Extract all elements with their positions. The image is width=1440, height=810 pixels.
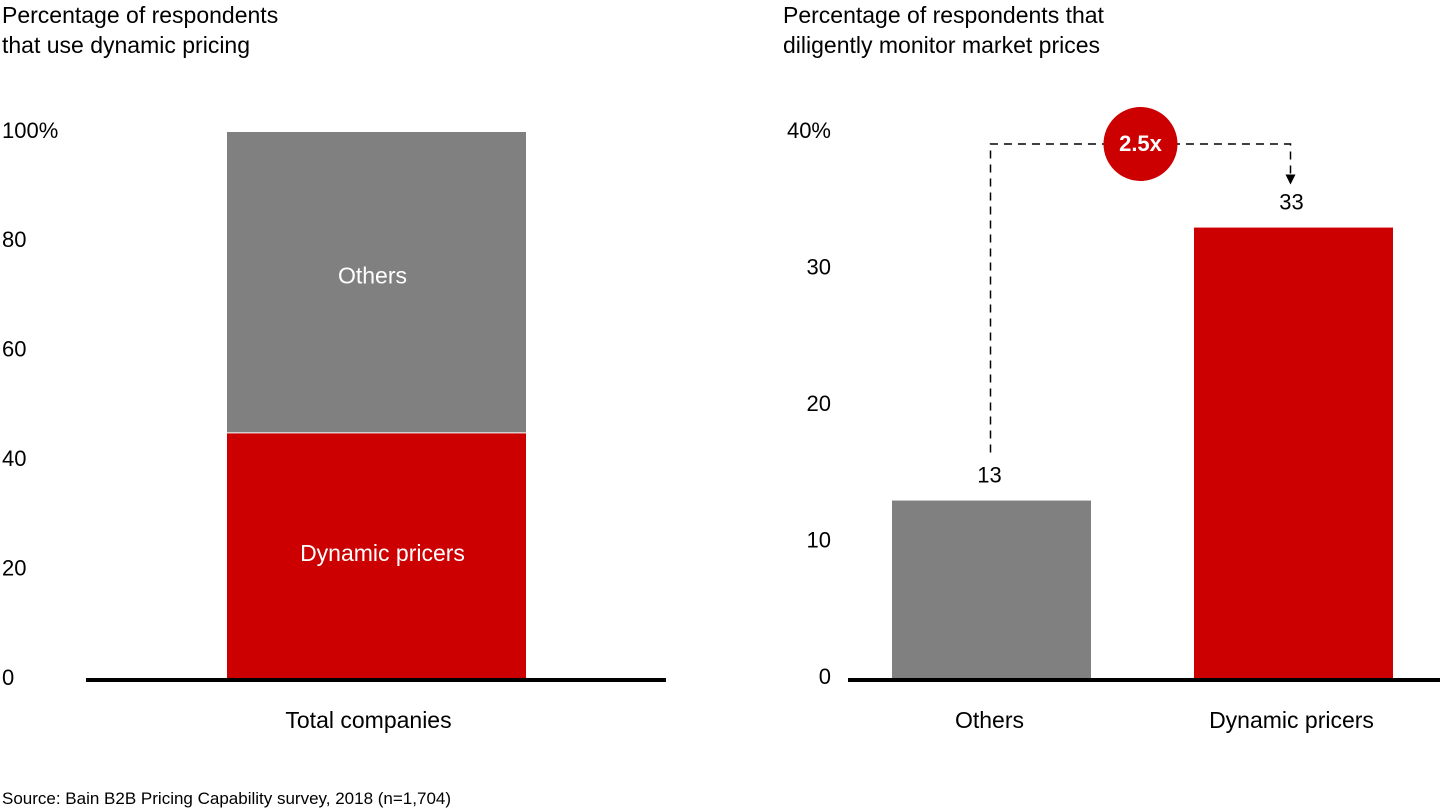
left-title-line-1: Percentage of respondents <box>2 2 279 28</box>
left-segment-label: Others <box>338 263 407 289</box>
left-segment-label: Dynamic pricers <box>300 540 465 566</box>
left-panel-title: Percentage of respondents that use dynam… <box>2 0 278 60</box>
left-y-tick-label: 80 <box>2 227 26 252</box>
right-value-label: 13 <box>977 462 1001 487</box>
right-bar <box>892 500 1091 678</box>
left-category-label: Total companies <box>285 707 451 733</box>
right-value-label: 33 <box>1279 189 1303 214</box>
left-y-tick-label: 40 <box>2 446 26 471</box>
comparison-bracket <box>989 143 1296 453</box>
right-y-tick-label: 0 <box>819 664 831 689</box>
left-y-tick-label: 20 <box>2 555 26 580</box>
right-y-tick-label: 20 <box>807 391 831 416</box>
left-y-tick-label: 60 <box>2 337 26 362</box>
right-y-tick-label: 30 <box>807 254 831 279</box>
right-category-label: Dynamic pricers <box>1209 707 1374 733</box>
right-y-tick-label: 40% <box>787 118 831 143</box>
right-y-tick-label: 10 <box>807 527 831 552</box>
left-y-tick-label: 100% <box>2 118 58 143</box>
left-bar-segment <box>227 432 526 679</box>
right-title-line-1: Percentage of respondents that <box>783 2 1104 28</box>
right-category-label: Others <box>955 707 1024 733</box>
right-bar <box>1194 227 1393 679</box>
left-bar-segment <box>227 132 526 433</box>
source-note: Source: Bain B2B Pricing Capability surv… <box>2 789 452 808</box>
multiplier-label: 2.5x <box>1119 131 1163 156</box>
multiplier-badge <box>1103 107 1178 181</box>
right-panel-title: Percentage of respondents that diligentl… <box>783 0 1104 60</box>
right-title-line-2: diligently monitor market prices <box>783 32 1101 58</box>
left-y-tick-label: 0 <box>2 665 14 690</box>
left-title-line-2: that use dynamic pricing <box>2 32 251 58</box>
